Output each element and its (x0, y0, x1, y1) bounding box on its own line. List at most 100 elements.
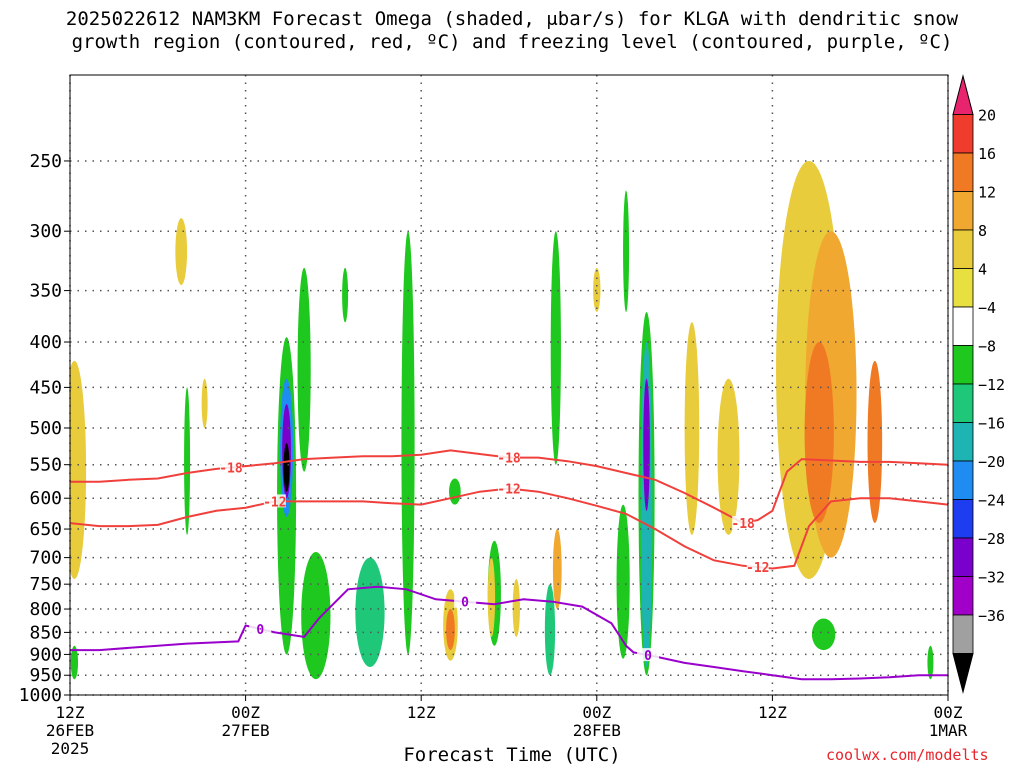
contour-label-bg (249, 621, 272, 635)
colorbar-bin (952, 191, 974, 231)
colorbar-tick-label: 4 (978, 261, 987, 279)
x-tick-label: 00Z (934, 703, 963, 722)
colorbar-bin (952, 229, 974, 269)
x-tick-label: 00Z (231, 703, 260, 722)
colorbar-bin (952, 268, 974, 308)
omega-cell (342, 267, 349, 323)
contour-label-bg (219, 460, 242, 474)
y-tick-label: 700 (29, 548, 62, 569)
colorbar-tick-label: 8 (978, 222, 987, 240)
omega-cell (867, 360, 883, 524)
contour-label: 0 (256, 623, 264, 638)
omega-cell (804, 342, 834, 524)
contour-label: -12 (263, 495, 286, 510)
colorbar-arrow-top (952, 74, 974, 115)
omega-cell (201, 378, 208, 428)
y-tick-label: 400 (29, 332, 62, 353)
y-tick-label: 550 (29, 455, 62, 476)
colorbar-tick-label: 20 (978, 107, 996, 125)
colorbar-tick-label: −4 (978, 299, 996, 317)
contour-label-bg (454, 594, 477, 608)
y-tick-label: 600 (29, 488, 62, 509)
y-tick-label: 300 (29, 221, 62, 242)
omega-cell (446, 609, 455, 651)
omega-cell (355, 557, 385, 668)
chart-title-line-2: growth region (contoured, red, ºC) and f… (71, 31, 953, 53)
contour-label: -12 (746, 561, 769, 576)
colorbar-bin (952, 114, 974, 154)
colorbar-tick-label: −36 (978, 607, 1005, 625)
y-tick-label: 650 (29, 519, 62, 540)
omega-cell (512, 579, 520, 637)
omega-cell (593, 267, 601, 312)
colorbar-bin (952, 576, 974, 616)
colorbar-tick-label: −28 (978, 530, 1005, 548)
omega-cell (811, 618, 836, 651)
colorbar-bin (952, 422, 974, 462)
omega-cell (301, 552, 331, 680)
omega-cell (616, 504, 630, 659)
colorbar-tick-label: 16 (978, 145, 996, 163)
plot-frame (69, 74, 949, 696)
colorbar-bin (952, 383, 974, 423)
omega-shading (70, 160, 934, 680)
y-tick-label: 450 (29, 377, 62, 398)
colorbar-bin (952, 306, 974, 346)
x-tick-label: 00Z (582, 703, 611, 722)
omega-cell (550, 231, 561, 465)
y-tick-label: 950 (29, 665, 62, 686)
omega-cell (487, 557, 496, 637)
y-tick-label: 850 (29, 622, 62, 643)
contour-label: -18 (219, 461, 243, 476)
omega-cell (684, 322, 700, 535)
omega-cell (643, 378, 650, 511)
y-tick-label: 800 (29, 599, 62, 620)
y-tick-label: 900 (29, 644, 62, 665)
omega-cell (449, 478, 461, 505)
omega-cell (401, 231, 415, 655)
colorbar-arrow-bottom (952, 653, 974, 694)
contours: -18 -18 -18 -12 -12 -12 0 0 0 (70, 449, 948, 681)
colorbar-tick-label: −12 (978, 376, 1005, 394)
chart-title-line-1: 2025022612 NAM3KM Forecast Omega (shaded… (65, 8, 959, 30)
contour-label-bg (498, 450, 520, 464)
omega-cell (297, 267, 311, 472)
colorbar-tick-label: −24 (978, 492, 1005, 510)
colorbar-tick-label: −8 (978, 338, 996, 356)
x-tick-label: 27FEB (222, 721, 270, 740)
contour-label-bg (263, 494, 286, 508)
omega-cell (927, 645, 934, 680)
colorbar-tick-label: −16 (978, 415, 1005, 433)
colorbar-bin (952, 537, 974, 577)
omega-cell (184, 387, 191, 535)
contour-label: -12 (497, 482, 520, 497)
omega-cell (544, 584, 556, 676)
contour-label: 0 (461, 596, 469, 611)
omega-cell (283, 443, 290, 492)
colorbar-tick-label: 12 (978, 184, 996, 202)
y-axis: 2503003504004505005506006507007508008509… (19, 151, 70, 706)
colorbar-bin (952, 152, 974, 192)
x-tick-label: 2025 (51, 739, 90, 758)
colorbar-bin (952, 499, 974, 539)
contour-label: -18 (497, 452, 521, 467)
site-credit: coolwx.com/modelts (826, 746, 989, 764)
x-axis-label: Forecast Time (UTC) (403, 744, 621, 766)
contour-label-bg (746, 560, 769, 574)
omega-cell (717, 378, 740, 535)
y-tick-label: 500 (29, 418, 62, 439)
colorbar-tick-label: −32 (978, 569, 1005, 587)
omega-cell (70, 360, 87, 579)
y-tick-label: 750 (29, 574, 62, 595)
omega-cell (623, 190, 630, 312)
x-tick-label: 1MAR (929, 721, 968, 740)
colorbar-bin (952, 614, 974, 654)
x-tick-label: 28FEB (573, 721, 621, 740)
contour-label-bg (732, 516, 755, 530)
contour-line (70, 585, 948, 681)
contour-label: 0 (644, 649, 652, 664)
contour-line (70, 487, 948, 570)
colorbar-bin (952, 345, 974, 385)
